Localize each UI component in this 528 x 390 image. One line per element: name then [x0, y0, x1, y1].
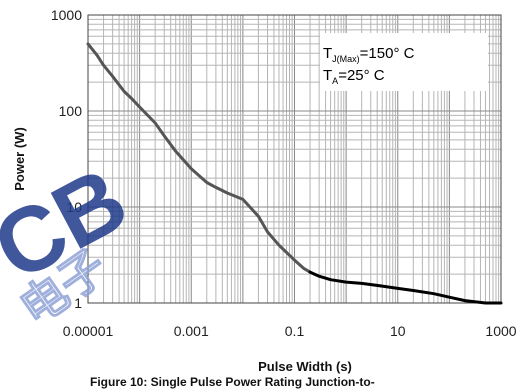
x-tick-label: 0.1 — [285, 323, 305, 339]
x-tick-label: 10 — [390, 323, 406, 339]
y-tick-label: 100 — [59, 103, 83, 119]
series-layer — [86, 42, 503, 305]
series-line-1 — [86, 42, 312, 274]
x-tick-label: 0.00001 — [63, 323, 114, 339]
x-axis-title: Pulse Width (s) — [258, 359, 352, 374]
annotation-box: TJ(Max)=150° C TA=25° C — [320, 33, 488, 91]
y-tick-label: 10 — [66, 199, 82, 215]
x-tick-labels: 0.00001 0.001 0.1 10 1000 — [63, 323, 517, 339]
figure-caption: Figure 10: Single Pulse Power Rating Jun… — [90, 375, 375, 389]
annotation-ta: TA=25° C — [323, 67, 385, 86]
x-tick-label: 1000 — [485, 323, 516, 339]
y-tick-label: 1 — [74, 295, 82, 311]
annotation-tj: TJ(Max)=150° C — [323, 45, 415, 64]
x-tick-label: 0.001 — [174, 323, 209, 339]
plot-frame — [87, 14, 502, 304]
y-tick-label: 1000 — [51, 7, 82, 23]
y-tick-labels: 1000 100 10 1 — [51, 7, 82, 311]
y-axis-title: Power (W) — [12, 127, 27, 191]
series-line-2 — [308, 270, 503, 305]
